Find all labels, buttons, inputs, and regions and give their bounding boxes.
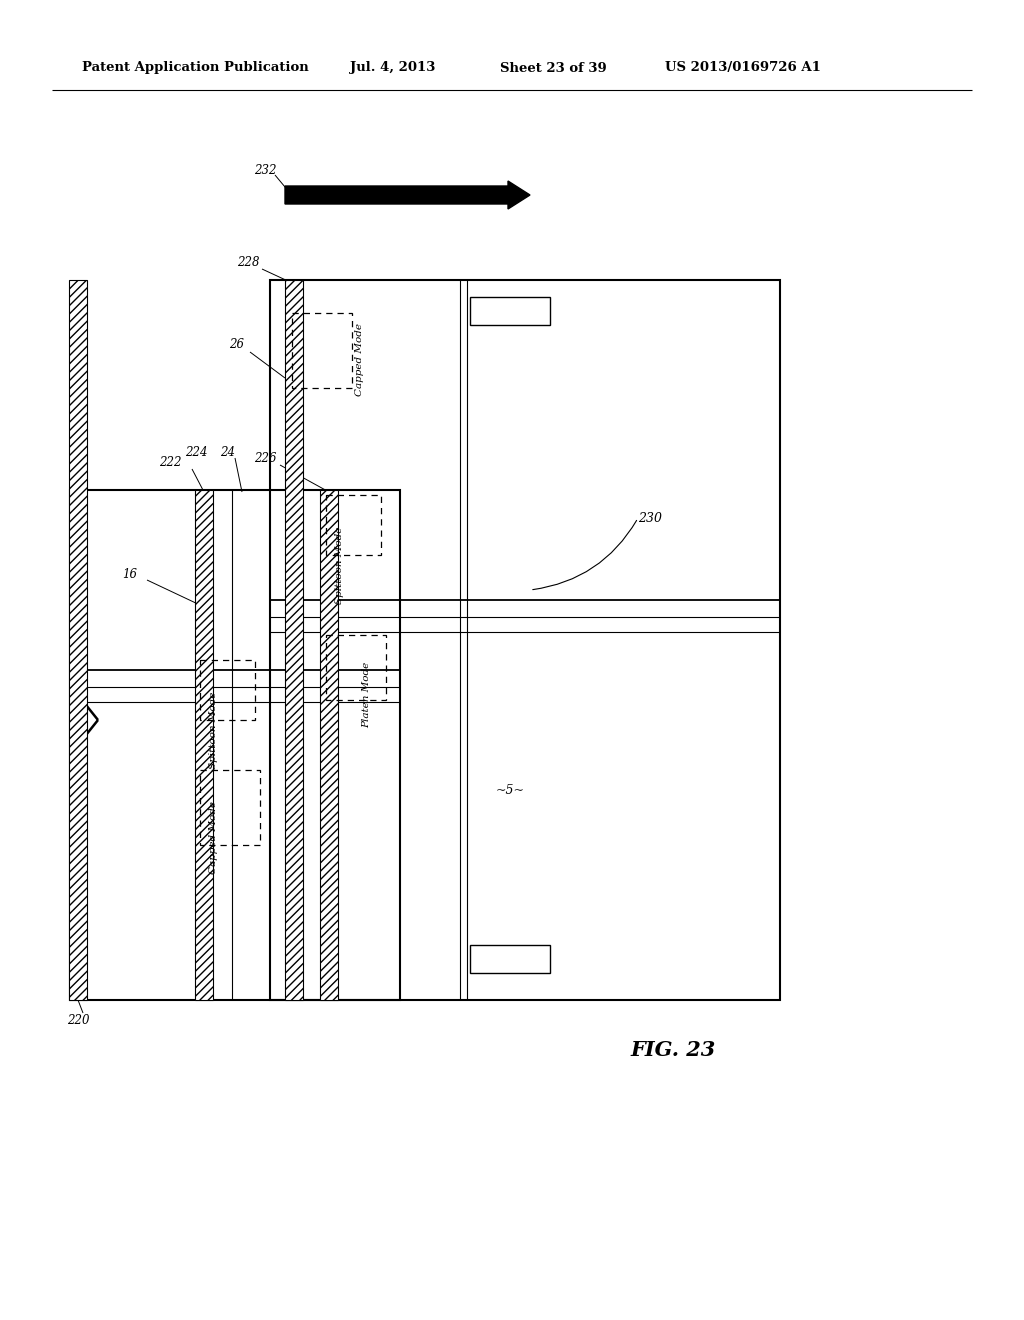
FancyArrow shape — [285, 181, 530, 209]
Text: 226: 226 — [254, 451, 276, 465]
Bar — [69, 280, 87, 1001]
Text: Patent Application Publication: Patent Application Publication — [82, 62, 309, 74]
Bar — [326, 495, 381, 554]
Bar — [292, 313, 352, 388]
Text: 230: 230 — [638, 511, 662, 524]
Text: 232: 232 — [254, 164, 276, 177]
Bar — [195, 490, 213, 1001]
Bar — [326, 635, 386, 700]
Bar — [319, 490, 338, 1001]
Bar — [70, 490, 400, 1001]
Bar — [200, 660, 255, 719]
Text: 16: 16 — [123, 569, 137, 582]
Text: US 2013/0169726 A1: US 2013/0169726 A1 — [665, 62, 821, 74]
Bar — [470, 297, 550, 325]
Text: Platen Mode: Platen Mode — [362, 661, 372, 729]
Text: 224: 224 — [184, 446, 207, 458]
Text: 228: 228 — [237, 256, 259, 268]
Text: Capped Mode: Capped Mode — [210, 801, 218, 874]
Text: ~5~: ~5~ — [496, 784, 524, 796]
Text: Jul. 4, 2013: Jul. 4, 2013 — [350, 62, 435, 74]
Bar — [270, 280, 780, 1001]
Text: FIG. 23: FIG. 23 — [630, 1040, 715, 1060]
Text: Sheet 23 of 39: Sheet 23 of 39 — [500, 62, 607, 74]
Text: Capped Mode: Capped Mode — [355, 323, 365, 396]
Text: 26: 26 — [229, 338, 245, 351]
Text: Spittoon Mode: Spittoon Mode — [210, 692, 218, 768]
Bar — [470, 945, 550, 973]
Bar — [285, 280, 303, 1001]
Text: 220: 220 — [67, 1014, 89, 1027]
Text: 24: 24 — [220, 446, 236, 458]
Text: Spittoon Mode: Spittoon Mode — [336, 527, 344, 603]
Bar — [200, 770, 260, 845]
Text: 222: 222 — [159, 455, 181, 469]
